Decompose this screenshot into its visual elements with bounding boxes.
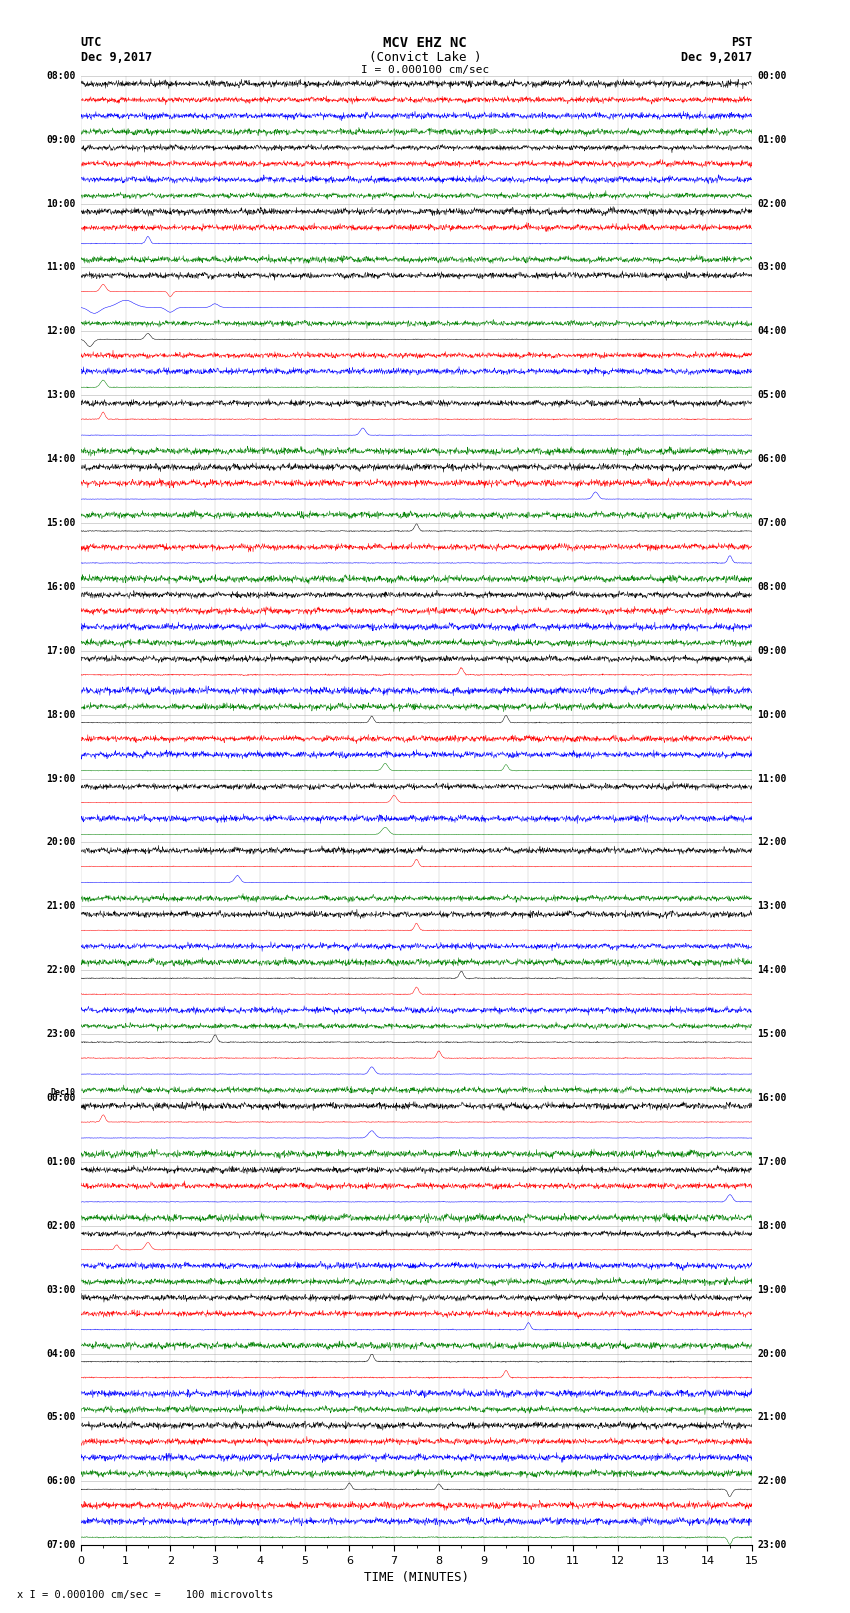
Text: 17:00: 17:00 — [757, 1157, 787, 1166]
Text: 20:00: 20:00 — [46, 837, 76, 847]
Text: 02:00: 02:00 — [757, 198, 787, 208]
Text: 03:00: 03:00 — [757, 263, 787, 273]
Text: 18:00: 18:00 — [757, 1221, 787, 1231]
Text: 04:00: 04:00 — [757, 326, 787, 337]
Text: 17:00: 17:00 — [46, 645, 76, 656]
Text: 11:00: 11:00 — [46, 263, 76, 273]
Text: 10:00: 10:00 — [46, 198, 76, 208]
Text: 13:00: 13:00 — [757, 902, 787, 911]
Text: 01:00: 01:00 — [46, 1157, 76, 1166]
Text: 08:00: 08:00 — [46, 71, 76, 81]
Text: 23:00: 23:00 — [46, 1029, 76, 1039]
Text: 20:00: 20:00 — [757, 1348, 787, 1358]
Text: Dec10: Dec10 — [50, 1087, 76, 1097]
Text: 11:00: 11:00 — [757, 774, 787, 784]
Text: 09:00: 09:00 — [757, 645, 787, 656]
Text: 18:00: 18:00 — [46, 710, 76, 719]
Text: 16:00: 16:00 — [757, 1094, 787, 1103]
Text: 00:00: 00:00 — [757, 71, 787, 81]
Text: MCV EHZ NC: MCV EHZ NC — [383, 37, 467, 50]
Text: 14:00: 14:00 — [46, 455, 76, 465]
Text: 14:00: 14:00 — [757, 965, 787, 976]
Text: 21:00: 21:00 — [757, 1413, 787, 1423]
Text: Dec 9,2017: Dec 9,2017 — [681, 50, 752, 65]
Text: 21:00: 21:00 — [46, 902, 76, 911]
Text: PST: PST — [731, 37, 752, 50]
Text: 06:00: 06:00 — [757, 455, 787, 465]
Text: 13:00: 13:00 — [46, 390, 76, 400]
Text: 05:00: 05:00 — [757, 390, 787, 400]
Text: 12:00: 12:00 — [757, 837, 787, 847]
Text: 10:00: 10:00 — [757, 710, 787, 719]
Text: 08:00: 08:00 — [757, 582, 787, 592]
Text: 03:00: 03:00 — [46, 1284, 76, 1295]
Text: Dec 9,2017: Dec 9,2017 — [81, 50, 152, 65]
Text: 09:00: 09:00 — [46, 135, 76, 145]
Text: (Convict Lake ): (Convict Lake ) — [369, 50, 481, 65]
Text: 04:00: 04:00 — [46, 1348, 76, 1358]
Text: 05:00: 05:00 — [46, 1413, 76, 1423]
Text: 07:00: 07:00 — [757, 518, 787, 527]
Text: I = 0.000100 cm/sec: I = 0.000100 cm/sec — [361, 65, 489, 76]
Text: UTC: UTC — [81, 37, 102, 50]
Text: 22:00: 22:00 — [757, 1476, 787, 1486]
Text: x I = 0.000100 cm/sec =    100 microvolts: x I = 0.000100 cm/sec = 100 microvolts — [17, 1590, 273, 1600]
X-axis label: TIME (MINUTES): TIME (MINUTES) — [364, 1571, 469, 1584]
Text: 15:00: 15:00 — [757, 1029, 787, 1039]
Text: 23:00: 23:00 — [757, 1540, 787, 1550]
Text: 07:00: 07:00 — [46, 1540, 76, 1550]
Text: 19:00: 19:00 — [757, 1284, 787, 1295]
Text: 01:00: 01:00 — [757, 135, 787, 145]
Text: 16:00: 16:00 — [46, 582, 76, 592]
Text: 22:00: 22:00 — [46, 965, 76, 976]
Text: 00:00: 00:00 — [46, 1094, 76, 1103]
Text: 02:00: 02:00 — [46, 1221, 76, 1231]
Text: 12:00: 12:00 — [46, 326, 76, 337]
Text: 19:00: 19:00 — [46, 774, 76, 784]
Text: 06:00: 06:00 — [46, 1476, 76, 1486]
Text: 15:00: 15:00 — [46, 518, 76, 527]
